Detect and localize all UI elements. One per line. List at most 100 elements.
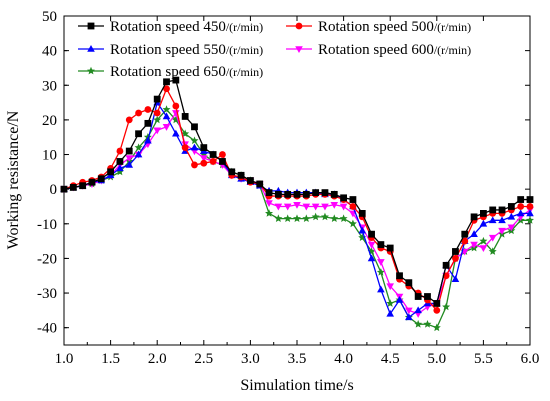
data-point <box>116 164 124 172</box>
data-point <box>293 214 301 222</box>
data-point <box>135 130 142 138</box>
data-point <box>479 236 488 245</box>
data-point <box>134 150 143 158</box>
data-point <box>507 203 515 210</box>
data-point <box>507 212 516 220</box>
x-tick-label: 3.0 <box>241 351 260 367</box>
data-point <box>97 175 105 183</box>
legend-label-unit: /(r/min) <box>434 20 471 34</box>
data-point <box>414 320 423 328</box>
data-point <box>190 136 199 145</box>
legend-swatch-marker <box>295 22 303 30</box>
y-axis-title: Working resistance/N <box>5 110 22 249</box>
data-point <box>153 95 161 103</box>
data-point <box>274 203 283 211</box>
data-point <box>405 279 413 287</box>
x-tick-label: 1.5 <box>101 351 120 367</box>
data-point <box>349 203 357 210</box>
data-point <box>125 116 133 124</box>
data-point <box>107 168 114 176</box>
data-point <box>470 213 478 221</box>
series-0 <box>60 76 534 307</box>
legend-label-main: Rotation speed 450 <box>110 19 226 35</box>
data-point <box>470 241 478 249</box>
data-point <box>368 230 375 238</box>
y-tick-label: -40 <box>37 321 57 337</box>
data-point <box>283 203 292 211</box>
data-point <box>488 216 497 224</box>
legend-label-main: Rotation speed 600 <box>318 42 434 58</box>
data-point <box>209 158 217 165</box>
legend-label-unit: /(r/min) <box>434 43 471 57</box>
data-point <box>293 190 301 198</box>
data-point <box>330 214 339 222</box>
data-point <box>265 200 273 208</box>
data-point <box>433 306 441 314</box>
y-tick-label: 50 <box>42 9 57 25</box>
data-point <box>358 210 366 217</box>
x-tick-label: 5.0 <box>427 351 446 367</box>
data-point <box>153 127 161 135</box>
data-point <box>116 147 124 155</box>
data-point <box>237 171 245 179</box>
y-tick-label: 40 <box>42 44 57 60</box>
data-point <box>461 237 469 245</box>
legend-item: Rotation speed 500/(r/min) <box>286 19 471 35</box>
y-tick-label: -20 <box>37 251 57 267</box>
data-point <box>219 151 226 158</box>
data-point <box>284 190 292 198</box>
data-point <box>442 302 451 311</box>
data-point <box>396 272 403 280</box>
data-point <box>283 214 292 222</box>
data-point <box>442 261 450 269</box>
data-point <box>339 203 348 211</box>
y-axis: -40 -30 -20 -10 0 10 20 30 40 50 <box>37 9 530 337</box>
data-point <box>181 113 189 120</box>
legend-label-main: Rotation speed 650 <box>110 64 226 80</box>
data-point <box>200 144 208 151</box>
legend-label-unit: /(r/min) <box>226 65 263 79</box>
data-point <box>135 109 142 117</box>
data-point <box>125 147 133 155</box>
y-tick-label: 0 <box>50 182 58 198</box>
data-point <box>526 216 534 224</box>
x-tick-label: 6.0 <box>521 351 540 367</box>
data-point <box>432 323 441 332</box>
data-point <box>209 151 217 158</box>
data-point <box>125 155 134 162</box>
data-point <box>330 190 338 198</box>
legend-item: Rotation speed 650/(r/min) <box>78 64 263 80</box>
data-point <box>488 247 497 255</box>
y-tick-label: -10 <box>37 217 57 233</box>
data-point <box>302 214 311 222</box>
data-point <box>358 226 367 234</box>
data-point <box>153 109 161 117</box>
data-point <box>293 201 301 209</box>
x-tick-label: 4.0 <box>334 351 353 367</box>
data-point <box>116 158 124 165</box>
data-point <box>433 300 441 307</box>
x-tick-label: 2.5 <box>194 351 213 367</box>
data-point <box>219 158 226 165</box>
data-point <box>414 306 422 314</box>
data-point <box>191 161 198 169</box>
data-point <box>424 293 431 300</box>
x-tick-label: 3.5 <box>288 351 307 367</box>
data-point <box>376 268 385 276</box>
data-point <box>115 167 124 176</box>
data-point <box>526 203 534 210</box>
legend-swatch-marker <box>295 46 303 53</box>
data-point <box>405 313 413 321</box>
data-point <box>452 248 459 255</box>
data-point <box>88 178 96 186</box>
data-point <box>69 184 77 191</box>
data-point <box>461 230 469 238</box>
data-point <box>498 216 506 224</box>
data-point <box>423 320 432 328</box>
data-point <box>302 203 311 211</box>
data-point <box>526 196 534 203</box>
data-point <box>349 196 357 203</box>
data-point <box>358 233 367 242</box>
x-axis: 1.0 1.5 2.0 2.5 3.0 3.5 4.0 4.5 5.0 5.5 6.0 <box>55 16 540 367</box>
